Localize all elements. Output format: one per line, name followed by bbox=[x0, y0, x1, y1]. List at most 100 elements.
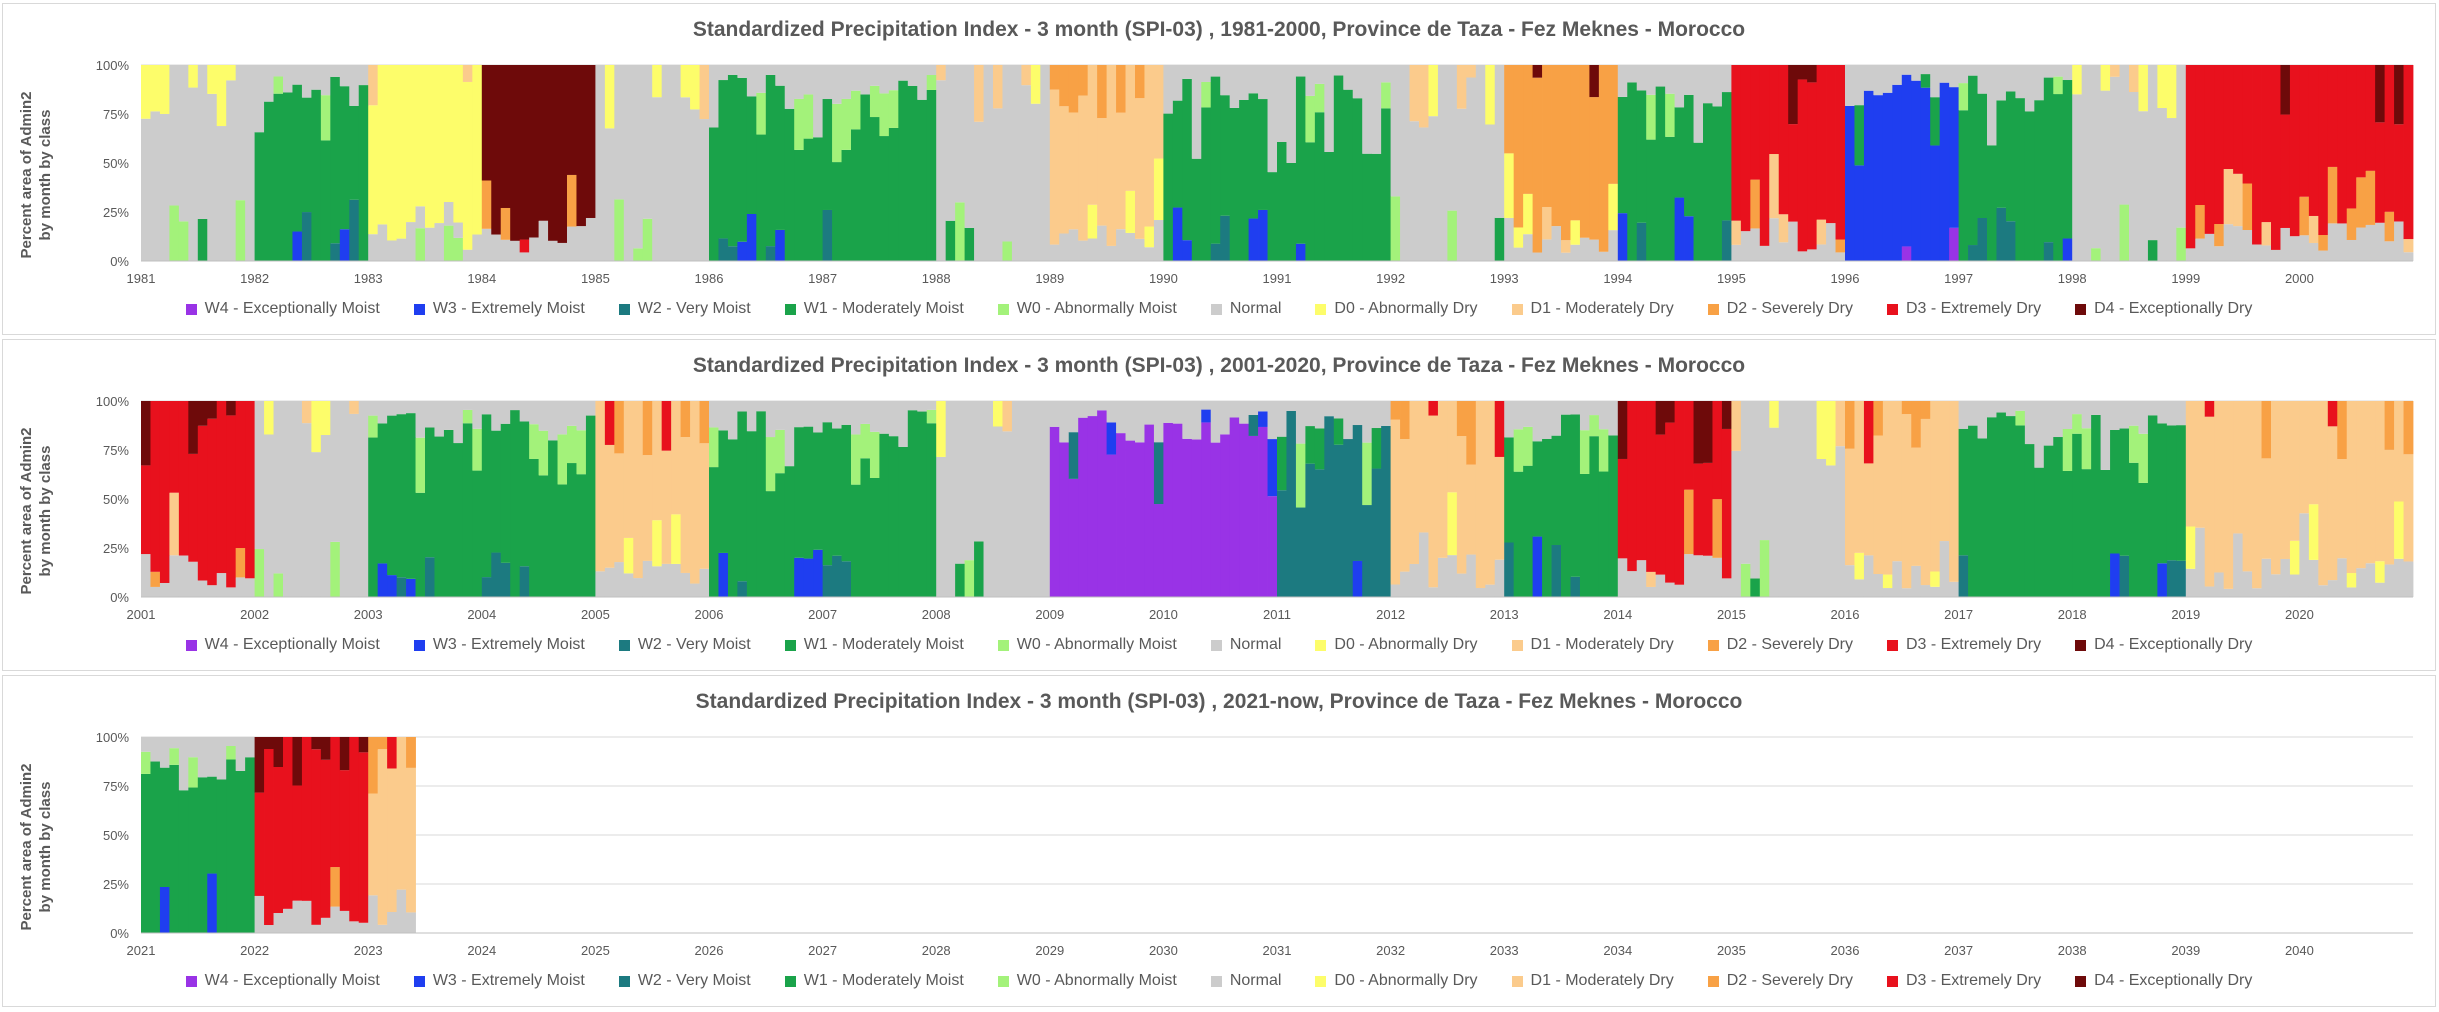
month-bar bbox=[2261, 65, 2272, 261]
bar-segment bbox=[557, 242, 568, 261]
legend: W4 - Exceptionally Moist W3 - Extremely M… bbox=[3, 300, 2435, 318]
bar-segment bbox=[330, 76, 341, 244]
bar-segment bbox=[907, 65, 918, 86]
legend-label: W0 - Abnormally Moist bbox=[1016, 300, 1177, 317]
bar-segment bbox=[207, 65, 218, 94]
bar-segment bbox=[1201, 65, 1212, 82]
bar-segment bbox=[2129, 425, 2139, 463]
bar-segment bbox=[2233, 173, 2243, 227]
month-bar bbox=[1087, 401, 1098, 597]
bar-segment bbox=[453, 237, 464, 261]
month-bar bbox=[1258, 401, 1268, 597]
bar-segment bbox=[481, 414, 492, 578]
bar-segment bbox=[159, 401, 170, 583]
bar-segment bbox=[368, 737, 379, 794]
month-bar bbox=[926, 401, 937, 597]
bar-segment bbox=[746, 96, 757, 215]
bar-segment bbox=[1788, 221, 1799, 261]
bar-segment bbox=[264, 925, 274, 933]
bar-segment bbox=[2081, 65, 2092, 261]
month-bar bbox=[557, 65, 568, 261]
month-bar bbox=[869, 65, 880, 261]
month-bar bbox=[1532, 401, 1543, 597]
bar-segment bbox=[2110, 553, 2120, 597]
bar-segment bbox=[832, 555, 842, 597]
bar-segment bbox=[1097, 401, 1107, 411]
bar-segment bbox=[1267, 496, 1278, 597]
month-bar bbox=[188, 401, 199, 597]
month-bar bbox=[2299, 401, 2310, 597]
month-bar bbox=[2403, 401, 2414, 597]
month-bar bbox=[368, 737, 379, 933]
legend-swatch bbox=[1210, 639, 1222, 651]
month-bar bbox=[1390, 65, 1401, 261]
bar-segment bbox=[1030, 103, 1041, 261]
bar-segment bbox=[2053, 65, 2064, 77]
x-tick-label: 2034 bbox=[1603, 943, 1632, 958]
month-bar bbox=[1617, 401, 1628, 597]
bar-segment bbox=[150, 111, 161, 261]
bar-segment bbox=[330, 65, 341, 77]
bar-segment bbox=[273, 76, 284, 94]
bar-segment bbox=[529, 65, 539, 238]
bar-segment bbox=[1949, 87, 1959, 228]
bar-segment bbox=[235, 548, 246, 578]
bar-segment bbox=[794, 98, 805, 150]
bar-segment bbox=[898, 80, 909, 261]
bar-segment bbox=[1684, 489, 1694, 555]
bar-segment bbox=[1087, 65, 1098, 205]
bar-segment bbox=[2005, 91, 2016, 222]
month-bar bbox=[358, 401, 369, 597]
month-bar bbox=[1617, 65, 1628, 261]
bar-segment bbox=[2327, 580, 2338, 597]
month-bar bbox=[690, 401, 700, 597]
month-bar bbox=[2384, 65, 2395, 261]
month-bar bbox=[699, 401, 710, 597]
bar-segment bbox=[2261, 222, 2272, 246]
bar-segment bbox=[197, 425, 208, 581]
month-bar bbox=[2403, 65, 2414, 261]
month-bar bbox=[1769, 401, 1780, 597]
month-bar bbox=[1579, 401, 1590, 597]
bar-segment bbox=[1428, 587, 1439, 597]
bar-segment bbox=[1419, 127, 1429, 261]
bar-segment bbox=[1068, 229, 1079, 261]
bar-segment bbox=[822, 65, 833, 100]
bar-segment bbox=[1854, 401, 1865, 553]
month-bar bbox=[1655, 65, 1666, 262]
legend-label: W2 - Very Moist bbox=[637, 636, 751, 653]
bar-segment bbox=[888, 65, 899, 91]
bar-segment bbox=[2365, 401, 2376, 564]
month-bar bbox=[1400, 65, 1410, 261]
x-tick-label: 2014 bbox=[1603, 607, 1632, 622]
bar-segment bbox=[1892, 84, 1903, 261]
month-bar bbox=[178, 65, 189, 261]
month-bar bbox=[1030, 401, 1041, 597]
month-bar bbox=[377, 401, 388, 597]
month-bar bbox=[1769, 65, 1780, 261]
month-bar bbox=[320, 401, 331, 597]
legend-swatch bbox=[1315, 639, 1327, 651]
bar-segment bbox=[699, 568, 710, 597]
month-bar bbox=[1248, 401, 1259, 597]
bar-segment bbox=[945, 65, 956, 221]
bar-segment bbox=[2110, 401, 2120, 431]
y-tick-label: 25% bbox=[103, 205, 129, 220]
x-tick-label: 2040 bbox=[2285, 943, 2314, 958]
bar-segment bbox=[557, 434, 568, 485]
bar-segment bbox=[1135, 238, 1145, 261]
bar-segment bbox=[387, 65, 397, 241]
month-bar bbox=[368, 401, 379, 597]
bar-segment bbox=[1295, 243, 1306, 261]
month-bar bbox=[765, 401, 776, 597]
bar-segment bbox=[1816, 401, 1827, 459]
bar-segment bbox=[2157, 423, 2168, 564]
month-bar bbox=[2337, 65, 2348, 261]
bar-segment bbox=[368, 234, 379, 261]
bar-segment bbox=[1097, 410, 1107, 597]
month-bar bbox=[1646, 401, 1657, 597]
bar-segment bbox=[1153, 220, 1164, 261]
bar-segment bbox=[349, 199, 360, 261]
bar-segment bbox=[2289, 574, 2300, 597]
bar-segment bbox=[2356, 177, 2367, 228]
